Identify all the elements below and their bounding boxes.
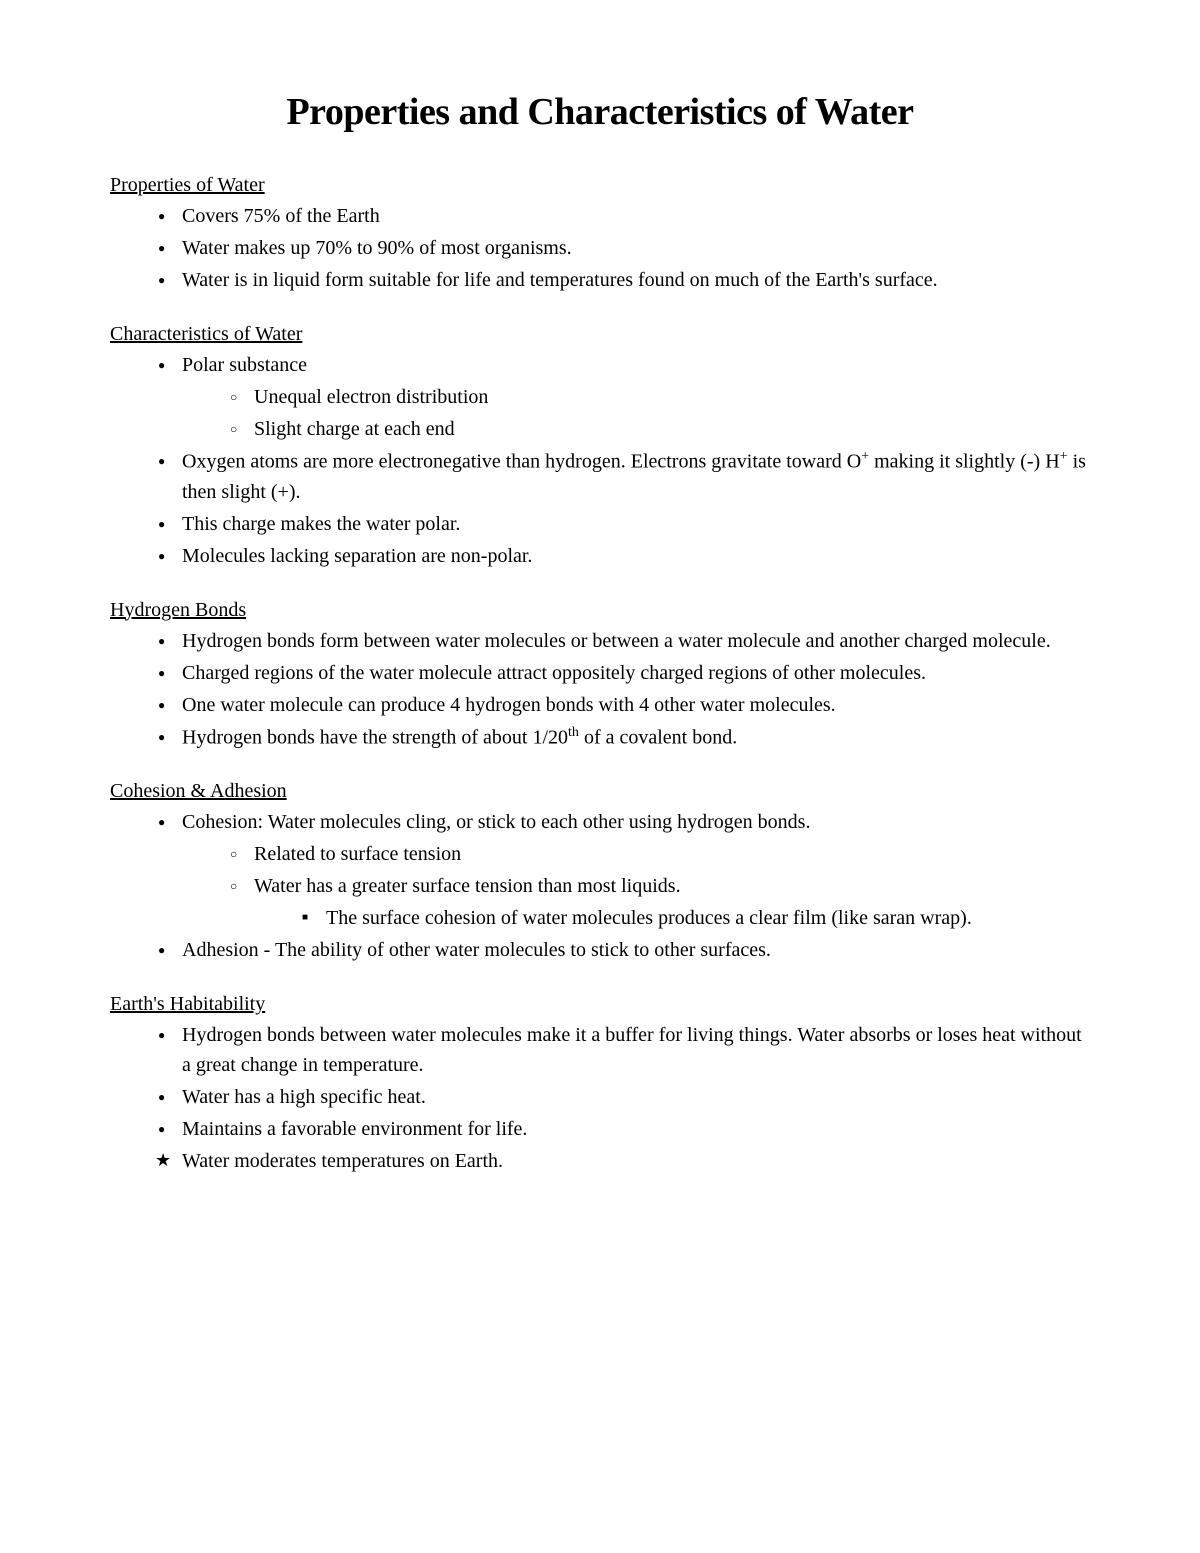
list-item: Water is in liquid form suitable for lif… [158, 265, 1090, 295]
bullet-list: Hydrogen bonds form between water molecu… [110, 626, 1090, 753]
list-item: Water has a greater surface tension than… [230, 871, 1090, 933]
list-item: Hydrogen bonds have the strength of abou… [158, 722, 1090, 753]
bullet-list: Polar substanceUnequal electron distribu… [110, 350, 1090, 571]
list-item: Slight charge at each end [230, 414, 1090, 444]
list-item: Cohesion: Water molecules cling, or stic… [158, 807, 1090, 933]
list-item: Maintains a favorable environment for li… [158, 1114, 1090, 1144]
list-item: Covers 75% of the Earth [158, 201, 1090, 231]
bullet-list: Cohesion: Water molecules cling, or stic… [110, 807, 1090, 965]
section-heading: Earth's Habitability [110, 993, 1090, 1016]
list-item: Molecules lacking separation are non-pol… [158, 541, 1090, 571]
bullet-list: Hydrogen bonds between water molecules m… [110, 1020, 1090, 1176]
section-heading: Characteristics of Water [110, 323, 1090, 346]
subsub-list: The surface cohesion of water molecules … [254, 903, 1090, 933]
section-heading: Properties of Water [110, 174, 1090, 197]
list-item: Unequal electron distribution [230, 382, 1090, 412]
section-heading: Hydrogen Bonds [110, 599, 1090, 622]
list-item: Related to surface tension [230, 839, 1090, 869]
page-title: Properties and Characteristics of Water [110, 90, 1090, 134]
list-item: Oxygen atoms are more electronegative th… [158, 446, 1090, 507]
bullet-list: Covers 75% of the EarthWater makes up 70… [110, 201, 1090, 295]
sections-container: Properties of Water Covers 75% of the Ear… [110, 174, 1090, 1176]
sub-list: Related to surface tensionWater has a gr… [182, 839, 1090, 933]
list-item: Hydrogen bonds form between water molecu… [158, 626, 1090, 656]
list-item: Charged regions of the water molecule at… [158, 658, 1090, 688]
list-item: This charge makes the water polar. [158, 509, 1090, 539]
list-item: Water moderates temperatures on Earth. [158, 1146, 1090, 1176]
list-item: Polar substanceUnequal electron distribu… [158, 350, 1090, 444]
section-heading: Cohesion & Adhesion [110, 780, 1090, 803]
list-item: Water makes up 70% to 90% of most organi… [158, 233, 1090, 263]
sub-list: Unequal electron distributionSlight char… [182, 382, 1090, 444]
list-item: The surface cohesion of water molecules … [302, 903, 1090, 933]
list-item: Adhesion - The ability of other water mo… [158, 935, 1090, 965]
list-item: Hydrogen bonds between water molecules m… [158, 1020, 1090, 1080]
list-item: Water has a high specific heat. [158, 1082, 1090, 1112]
list-item: One water molecule can produce 4 hydroge… [158, 690, 1090, 720]
document-page: Properties and Characteristics of Water … [0, 0, 1200, 1553]
